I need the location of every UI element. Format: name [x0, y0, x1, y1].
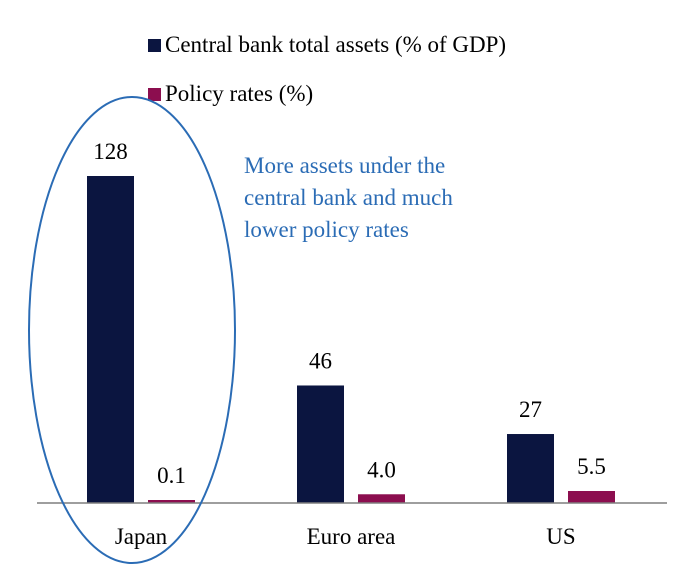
bar-1-0: [148, 500, 195, 503]
data-label-0-0: 128: [93, 139, 128, 164]
tick-label-0: Japan: [115, 524, 168, 549]
bar-1-1: [358, 494, 405, 503]
legend-label-1: Policy rates (%): [165, 81, 313, 106]
highlight-ellipse: [28, 96, 236, 564]
data-label-1-2: 5.5: [577, 454, 606, 479]
legend-swatch-0: [148, 39, 161, 52]
data-label-1-0: 0.1: [157, 463, 186, 488]
annotation-line-2: lower policy rates: [244, 217, 409, 242]
annotation-line-0: More assets under the: [244, 153, 445, 178]
tick-label-1: Euro area: [307, 524, 396, 549]
bar-0-1: [297, 385, 344, 503]
legend-swatch-1: [148, 88, 161, 101]
data-label-1-1: 4.0: [367, 457, 396, 482]
legend-label-0: Central bank total assets (% of GDP): [165, 32, 506, 57]
tick-label-2: US: [546, 524, 575, 549]
data-label-0-1: 46: [309, 348, 332, 373]
annotation-line-1: central bank and much: [244, 185, 453, 210]
bar-0-0: [87, 176, 134, 503]
bar-0-2: [507, 434, 554, 503]
data-label-0-2: 27: [519, 397, 542, 422]
bar-1-2: [568, 491, 615, 503]
